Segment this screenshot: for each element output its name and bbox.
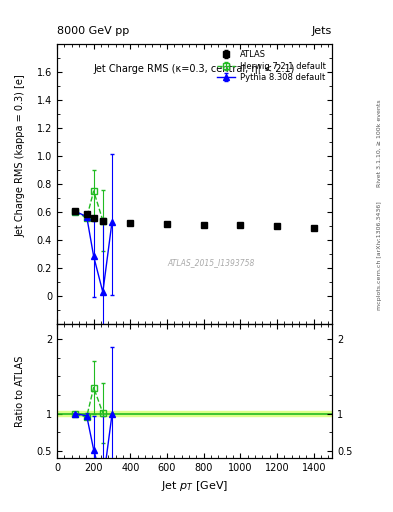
Text: mcplots.cern.ch [arXiv:1306.3436]: mcplots.cern.ch [arXiv:1306.3436] [377,202,382,310]
Bar [57,412,332,416]
Text: 8000 GeV pp: 8000 GeV pp [57,27,129,36]
Y-axis label: Ratio to ATLAS: Ratio to ATLAS [15,356,25,427]
X-axis label: Jet $p_T$ [GeV]: Jet $p_T$ [GeV] [161,479,228,493]
Text: ATLAS_2015_I1393758: ATLAS_2015_I1393758 [167,258,255,267]
Legend: ATLAS, Herwig 7.2.1 default, Pythia 8.308 default: ATLAS, Herwig 7.2.1 default, Pythia 8.30… [215,48,328,84]
Text: Rivet 3.1.10, ≥ 100k events: Rivet 3.1.10, ≥ 100k events [377,99,382,187]
Text: Jets: Jets [312,27,332,36]
Text: Jet Charge RMS (κ=0.3, central, η| < 2.1): Jet Charge RMS (κ=0.3, central, η| < 2.1… [94,63,295,74]
Y-axis label: Jet Charge RMS (kappa = 0.3) [e]: Jet Charge RMS (kappa = 0.3) [e] [15,75,26,237]
